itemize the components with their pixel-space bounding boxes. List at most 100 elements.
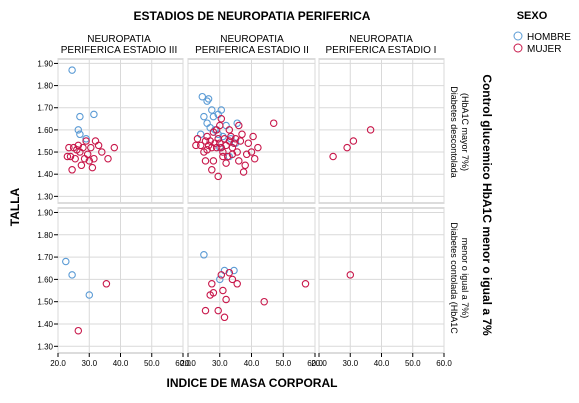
data-point-mujer	[254, 143, 262, 152]
data-point-mujer	[260, 297, 268, 306]
row-header-2: Diabetes contolada (HbA1C menor o igual …	[449, 222, 470, 334]
column-header-2-line2: PERIFERICA ESTADIO II	[195, 45, 309, 56]
row-header-1-line1: Diabetes descontolada	[449, 86, 459, 178]
y-tick-label: 1.50	[37, 298, 53, 307]
data-point-mujer	[239, 168, 248, 176]
data-point-hombre	[68, 66, 76, 74]
y-tick-label: 1.40	[37, 320, 53, 329]
x-tick-label: 60.0	[436, 359, 452, 368]
data-point-mujer	[269, 119, 278, 127]
data-point-mujer	[209, 157, 218, 165]
column-header-3-line1: NEUROPATIA	[349, 34, 413, 45]
x-tick-label: 40.0	[113, 359, 129, 368]
data-point-mujer	[233, 280, 241, 288]
data-point-hombre	[76, 130, 84, 139]
data-point-mujer	[225, 137, 234, 145]
data-point-mujer	[66, 152, 75, 161]
data-point-mujer	[346, 271, 355, 279]
data-point-mujer	[208, 166, 216, 174]
data-point-mujer	[238, 130, 246, 139]
data-point-hombre	[203, 97, 211, 105]
data-point-hombre	[208, 106, 216, 114]
data-point-mujer	[196, 141, 205, 150]
row-header-1-line2: (HbA1C mayor 7%)	[460, 93, 470, 171]
data-point-mujer	[201, 157, 210, 165]
data-point-hombre	[62, 257, 70, 266]
data-point-mujer	[94, 141, 103, 150]
data-point-mujer	[74, 326, 83, 335]
data-point-mujer	[236, 137, 245, 145]
x-axis-label: INDICE DE MASA CORPORAL	[167, 376, 338, 390]
data-point-hombre	[217, 106, 226, 114]
data-point-hombre	[198, 92, 207, 101]
legend: SEXO HOMBRE MUJER	[513, 10, 571, 55]
x-tick-label: 50.0	[275, 359, 291, 368]
data-point-mujer	[74, 141, 83, 150]
data-point-hombre	[74, 126, 83, 134]
data-point-mujer	[82, 137, 90, 145]
row-header-2-line2: menor o igual a 7%)	[460, 238, 470, 319]
data-point-mujer	[217, 143, 226, 152]
data-point-hombre	[209, 112, 218, 121]
data-point-mujer	[110, 143, 119, 152]
data-point-hombre	[214, 130, 222, 139]
data-point-mujer	[219, 148, 227, 156]
legend-title: SEXO	[517, 10, 548, 22]
data-point-hombre	[216, 275, 224, 284]
data-point-mujer	[203, 146, 211, 154]
data-point-mujer	[63, 152, 72, 161]
data-point-hombre	[204, 95, 213, 103]
data-point-mujer	[230, 139, 238, 147]
legend-label-mujer: MUJER	[527, 44, 561, 55]
data-point-mujer	[65, 143, 73, 152]
x-tick-label: 20.0	[180, 359, 196, 368]
x-tick-label: 20.0	[50, 359, 66, 368]
data-point-mujer	[228, 275, 237, 284]
data-point-mujer	[73, 146, 81, 154]
y-tick-label: 1.70	[37, 253, 53, 262]
data-point-mujer	[217, 271, 226, 279]
data-point-mujer	[68, 166, 76, 174]
x-tick-label: 60.0	[307, 359, 323, 368]
y-tick-label: 1.30	[37, 192, 53, 201]
panels: 1.30 1.40 1.50 1.60 1.70 1.80 1.90 1.30 1.40 1.50…	[37, 58, 452, 368]
data-point-mujer	[216, 139, 224, 147]
data-point-mujer	[222, 159, 230, 167]
x-tick-label: 30.0	[342, 359, 358, 368]
chart-title: ESTADIOS DE NEUROPATIA PERIFERICA	[134, 9, 371, 23]
x-tick-label: 30.0	[81, 359, 97, 368]
data-point-mujer	[206, 137, 214, 145]
column-header-2: NEUROPATIA PERIFERICA ESTADIO II	[195, 34, 309, 56]
x-tick-label: 50.0	[405, 359, 421, 368]
data-point-hombre	[230, 266, 238, 275]
y-axis-label: TALLA	[8, 187, 22, 226]
data-point-hombre	[82, 135, 90, 143]
column-header-1: NEUROPATIA PERIFERICA ESTADIO III	[61, 34, 178, 56]
column-header-3: NEUROPATIA PERIFERICA ESTADIO I	[326, 34, 437, 56]
data-point-mujer	[219, 152, 227, 161]
data-point-hombre	[90, 110, 98, 119]
row-facet-title: Control glucemico HbA1C menor o igual a …	[480, 74, 494, 336]
x-tick-label: 40.0	[244, 359, 260, 368]
data-point-mujer	[301, 280, 310, 288]
y-tick-label: 1.50	[37, 148, 53, 157]
data-point-hombre	[200, 112, 208, 121]
data-point-mujer	[349, 137, 358, 145]
x-tick-label: 30.0	[212, 359, 228, 368]
data-point-mujer	[223, 152, 232, 161]
data-point-mujer	[228, 150, 237, 159]
data-point-mujer	[87, 143, 95, 152]
data-point-mujer	[329, 152, 337, 161]
data-point-mujer	[214, 306, 222, 315]
data-point-mujer	[217, 115, 226, 123]
data-point-mujer	[85, 157, 94, 165]
data-point-mujer	[208, 280, 216, 288]
x-tick-label: 20.0	[311, 359, 327, 368]
column-header-3-line2: PERIFERICA ESTADIO I	[326, 45, 437, 56]
legend-marker-mujer	[513, 43, 523, 53]
data-point-mujer	[343, 143, 351, 152]
data-point-mujer	[214, 172, 222, 181]
data-point-mujer	[192, 141, 200, 150]
data-point-mujer	[220, 135, 229, 143]
